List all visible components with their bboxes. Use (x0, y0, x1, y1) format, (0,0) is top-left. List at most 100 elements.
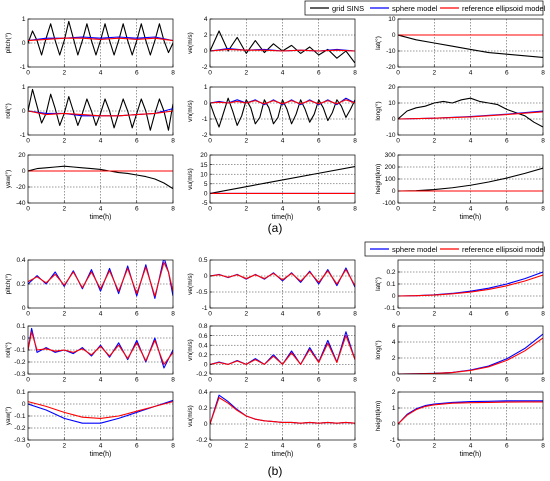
y-tick-label: 0 (392, 116, 396, 123)
x-axis-label: time(h) (90, 214, 112, 221)
y-tick-label: 0.4 (198, 389, 207, 396)
x-tick-label: 6 (135, 377, 139, 384)
x-tick-label: 6 (505, 70, 509, 77)
x-tick-label: 8 (353, 138, 357, 145)
y-tick-label: 0.2 (16, 281, 25, 288)
y-tick-label: 20 (200, 152, 208, 159)
x-tick-label: 6 (135, 311, 139, 318)
x-tick-label: 4 (99, 377, 103, 384)
y-tick-label: 0.8 (198, 323, 207, 330)
y-tick-label: -2 (202, 64, 208, 71)
x-tick-label: 2 (62, 138, 66, 145)
y-tick-label: 0 (22, 335, 26, 342)
y-axis-label: pitch(°) (4, 33, 12, 54)
x-tick-label: 4 (281, 70, 285, 77)
y-tick-label: -1 (20, 132, 26, 139)
x-tick-label: 4 (99, 70, 103, 77)
y-axis-label: vu(m/s) (187, 405, 194, 427)
series-line-1 (210, 269, 355, 286)
series-group (210, 394, 355, 425)
y-tick-label: 0 (392, 293, 396, 300)
x-tick-label: 0 (208, 311, 212, 318)
x-tick-label: 2 (244, 443, 248, 450)
series-group (398, 400, 543, 425)
y-tick-label: 0 (392, 421, 396, 428)
x-tick-label: 8 (171, 138, 175, 145)
x-tick-label: 0 (208, 206, 212, 213)
y-tick-label: -1 (202, 116, 208, 123)
x-tick-label: 8 (541, 206, 545, 213)
x-tick-label: 0 (396, 443, 400, 450)
x-tick-label: 2 (244, 377, 248, 384)
y-tick-label: 2 (204, 32, 208, 39)
x-tick-label: 2 (244, 138, 248, 145)
x-tick-label: 0 (208, 377, 212, 384)
plot-b-vn: 0 2 4 6 8-0.200.20.40.60.8vn(m/s) (187, 323, 357, 383)
x-tick-label: 2 (244, 311, 248, 318)
y-tick-label: -0.3 (14, 371, 26, 378)
x-tick-label: 6 (317, 138, 321, 145)
y-axis-label: vn(m/s) (187, 100, 194, 122)
x-tick-label: 4 (281, 206, 285, 213)
y-tick-label: 0 (204, 48, 208, 55)
x-tick-label: 8 (171, 206, 175, 213)
y-tick-label: 20 (388, 84, 396, 91)
y-tick-label: -0.2 (14, 359, 26, 366)
subfigure-label-a: (a) (268, 221, 283, 235)
y-tick-label: 0 (204, 362, 208, 369)
series-group (210, 97, 355, 128)
x-axis-label: time(h) (272, 451, 294, 458)
x-tick-label: 6 (505, 443, 509, 450)
series-line-1 (28, 261, 173, 297)
series-group (28, 165, 173, 190)
y-tick-label: 0.2 (198, 405, 207, 412)
plot-b-vu: 0 2 4 6 8-0.200.20.4vu(m/s)time(h) (187, 389, 357, 458)
x-tick-label: 0 (26, 311, 30, 318)
series-group (210, 331, 355, 365)
y-tick-label: 0 (22, 401, 26, 408)
x-tick-label: 0 (26, 443, 30, 450)
series-line-0 (28, 165, 173, 190)
y-tick-label: 5 (204, 181, 208, 188)
y-tick-label: 0 (392, 188, 396, 195)
y-tick-label: -0.5 (196, 289, 208, 296)
series-group (28, 88, 173, 131)
x-tick-label: 8 (541, 311, 545, 318)
x-tick-label: 6 (505, 206, 509, 213)
x-tick-label: 0 (26, 206, 30, 213)
x-tick-label: 0 (396, 138, 400, 145)
series-group (28, 399, 173, 424)
x-tick-label: 0 (26, 138, 30, 145)
y-tick-label: 0.2 (386, 269, 395, 276)
y-axis-label: ve(m/s) (187, 273, 194, 295)
subfigure-label-b: (b) (268, 464, 283, 478)
series-line-1 (398, 401, 543, 425)
plot-b-long: 0 2 4 6 8 0 2 4 6 long(°) (374, 323, 545, 383)
y-tick-label: 0 (22, 305, 26, 312)
series-group (28, 260, 173, 299)
y-axis-label: vn(m/s) (187, 339, 194, 361)
x-tick-label: 8 (541, 138, 545, 145)
y-tick-label: 0 (22, 40, 26, 47)
plot-b-roll: 0 2 4 6 8 -0.3 -0.2 -0.1 0 0.1 roll(°) (4, 323, 175, 383)
y-tick-label: 0.4 (16, 257, 25, 264)
x-tick-label: 4 (469, 70, 473, 77)
series-line-0 (398, 400, 543, 425)
x-tick-label: 4 (281, 377, 285, 384)
legend-b-item-sphere-model: sphere model (392, 245, 438, 254)
x-tick-label: 6 (505, 138, 509, 145)
x-tick-label: 8 (541, 377, 545, 384)
x-tick-label: 6 (135, 206, 139, 213)
y-tick-label: -10 (386, 48, 396, 55)
y-axis-label: height(km) (375, 164, 382, 195)
x-tick-label: 4 (99, 138, 103, 145)
x-tick-label: 6 (317, 70, 321, 77)
x-tick-label: 4 (469, 377, 473, 384)
x-tick-label: 0 (396, 70, 400, 77)
x-tick-label: 2 (432, 443, 436, 450)
legend-a-item-reference-ellipsoid: reference ellipsoid model (462, 4, 546, 13)
x-axis-label: time(h) (90, 451, 112, 458)
series-line-1 (210, 397, 355, 425)
